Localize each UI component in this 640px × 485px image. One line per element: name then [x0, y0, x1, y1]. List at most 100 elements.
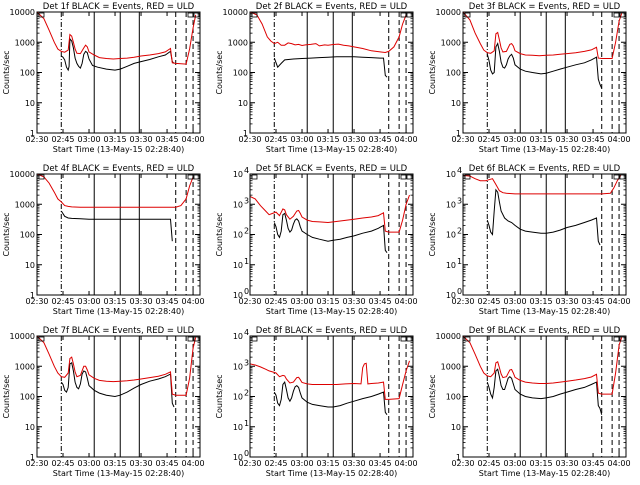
- x-tick-label: 03:30: [343, 135, 366, 144]
- x-tick-label: 02:45: [51, 297, 74, 306]
- x-tick-label: 03:45: [156, 459, 179, 468]
- chart-panel-8: Det 8f BLACK = Events, RED = ULD 02:30 02:…: [215, 326, 418, 478]
- y-tick-label: 100: [446, 69, 461, 78]
- y-tick-label: 1000: [228, 38, 248, 47]
- x-tick-label: 03:00: [290, 459, 313, 468]
- x-axis-label: Start Time (13-May-15 02:28:40): [266, 307, 397, 316]
- series-uld: [250, 360, 410, 400]
- y-tick-label: 10: [25, 261, 35, 270]
- x-tick-label: 03:30: [130, 135, 153, 144]
- y-tick-label: 10: [233, 423, 243, 432]
- y-tick-exponent: 1: [244, 257, 249, 266]
- x-tick-label: 03:15: [104, 459, 127, 468]
- x-tick-label: 03:15: [104, 135, 127, 144]
- y-tick-exponent: 3: [244, 358, 249, 367]
- x-axis-label: Start Time (13-May-15 02:28:40): [53, 469, 184, 478]
- x-axis-label: Start Time (13-May-15 02:28:40): [53, 307, 184, 316]
- y-tick-exponent: 1: [457, 257, 462, 266]
- y-tick-label: 10: [446, 261, 456, 270]
- series-events: [486, 368, 603, 415]
- panel-title: Det 7f BLACK = Events, RED = ULD: [43, 326, 195, 336]
- corner-marker: [187, 336, 194, 342]
- chart-panel-5: Det 5f BLACK = Events, RED = ULD 02:30 02:…: [215, 164, 418, 316]
- corner-marker: [613, 12, 620, 18]
- chart-panel-9: Det 9f BLACK = Events, RED = ULD 02:30 02:…: [428, 326, 631, 478]
- y-axis-label: Counts/sec: [215, 50, 224, 94]
- x-tick-label: 02:45: [51, 459, 74, 468]
- y-tick-label: 10: [233, 393, 243, 402]
- series-events: [486, 42, 603, 89]
- x-tick-label: 03:30: [556, 297, 579, 306]
- series-events: [61, 37, 175, 72]
- x-tick-label: 03:15: [104, 297, 127, 306]
- y-tick-label: 1000: [15, 362, 35, 371]
- y-tick-exponent: 0: [244, 287, 249, 296]
- panel-title: Det 9f BLACK = Events, RED = ULD: [469, 326, 621, 336]
- y-tick-label: 10: [446, 200, 456, 209]
- y-tick-label: 10: [451, 423, 461, 432]
- y-tick-exponent: 4: [244, 166, 249, 175]
- corner-marker: [187, 12, 194, 18]
- y-tick-label: 10000: [223, 8, 248, 17]
- y-tick-exponent: 0: [457, 287, 462, 296]
- y-tick-label: 100: [446, 393, 461, 402]
- y-tick-exponent: 2: [457, 227, 462, 236]
- y-tick-label: 10: [451, 99, 461, 108]
- y-tick-exponent: 1: [244, 419, 249, 428]
- x-tick-label: 03:45: [582, 135, 605, 144]
- y-tick-label: 10000: [10, 170, 35, 179]
- corner-marker: [251, 174, 258, 180]
- x-tick-label: 03:15: [530, 459, 553, 468]
- y-axis-label: Counts/sec: [428, 374, 437, 418]
- y-tick-label: 1: [30, 453, 35, 462]
- x-tick-label: 04:00: [608, 135, 631, 144]
- chart-panel-3: Det 3f BLACK = Events, RED = ULD 02:30 02:…: [428, 2, 631, 154]
- y-tick-label: 10000: [10, 8, 35, 17]
- x-axis-label: Start Time (13-May-15 02:28:40): [266, 469, 397, 478]
- x-tick-label: 02:45: [51, 135, 74, 144]
- x-tick-label: 03:00: [503, 297, 526, 306]
- y-tick-label: 1000: [441, 362, 461, 371]
- y-tick-label: 1000: [15, 200, 35, 209]
- x-tick-label: 03:45: [369, 135, 392, 144]
- x-tick-label: 03:00: [77, 297, 100, 306]
- y-tick-label: 1: [30, 291, 35, 300]
- y-tick-label: 100: [20, 69, 35, 78]
- x-tick-label: 02:45: [264, 135, 287, 144]
- y-tick-label: 1: [456, 129, 461, 138]
- x-tick-label: 03:45: [156, 135, 179, 144]
- x-tick-label: 03:45: [369, 297, 392, 306]
- x-tick-label: 04:00: [608, 297, 631, 306]
- y-tick-label: 10000: [436, 332, 461, 341]
- x-tick-label: 03:00: [503, 135, 526, 144]
- y-tick-label: 10: [233, 200, 243, 209]
- x-tick-label: 02:30: [25, 459, 48, 468]
- x-tick-label: 03:00: [77, 135, 100, 144]
- series-events: [486, 188, 601, 246]
- x-tick-label: 02:30: [25, 297, 48, 306]
- series-events: [273, 380, 388, 415]
- x-tick-label: 02:30: [451, 297, 474, 306]
- x-axis-label: Start Time (13-May-15 02:28:40): [266, 145, 397, 154]
- y-tick-label: 100: [20, 231, 35, 240]
- y-tick-label: 10: [233, 170, 243, 179]
- x-tick-label: 02:30: [25, 135, 48, 144]
- y-tick-label: 10: [233, 261, 243, 270]
- x-tick-label: 02:30: [238, 297, 261, 306]
- x-tick-label: 02:45: [264, 297, 287, 306]
- corner-marker: [400, 336, 407, 342]
- series-uld: [463, 174, 622, 195]
- y-axis-label: Counts/sec: [2, 212, 11, 256]
- corner-marker: [251, 336, 258, 342]
- chart-panel-6: Det 6f BLACK = Events, RED = ULD 02:30 02:…: [428, 164, 631, 316]
- x-tick-label: 03:00: [290, 135, 313, 144]
- y-tick-exponent: 0: [244, 449, 249, 458]
- y-tick-label: 10: [25, 423, 35, 432]
- y-tick-label: 10: [446, 231, 456, 240]
- x-tick-label: 02:30: [238, 459, 261, 468]
- x-axis-label: Start Time (13-May-15 02:28:40): [479, 469, 610, 478]
- y-tick-exponent: 3: [457, 196, 462, 205]
- x-tick-label: 04:00: [395, 459, 418, 468]
- y-tick-label: 10: [25, 99, 35, 108]
- x-tick-label: 02:45: [477, 459, 500, 468]
